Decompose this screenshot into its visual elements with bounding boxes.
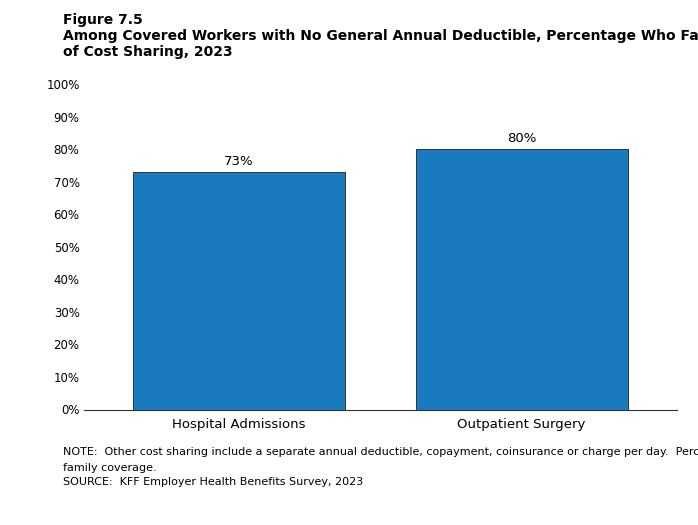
Text: Figure 7.5: Figure 7.5 — [63, 13, 142, 27]
Text: NOTE:  Other cost sharing include a separate annual deductible, copayment, coins: NOTE: Other cost sharing include a separ… — [63, 447, 698, 457]
Text: SOURCE:  KFF Employer Health Benefits Survey, 2023: SOURCE: KFF Employer Health Benefits Sur… — [63, 477, 363, 487]
Text: 73%: 73% — [224, 155, 254, 168]
Text: 80%: 80% — [507, 132, 536, 145]
Text: Among Covered Workers with No General Annual Deductible, Percentage Who Face Oth: Among Covered Workers with No General An… — [63, 29, 698, 43]
Bar — [416, 149, 628, 410]
Bar — [133, 172, 345, 410]
Text: family coverage.: family coverage. — [63, 463, 156, 473]
Text: of Cost Sharing, 2023: of Cost Sharing, 2023 — [63, 45, 232, 59]
